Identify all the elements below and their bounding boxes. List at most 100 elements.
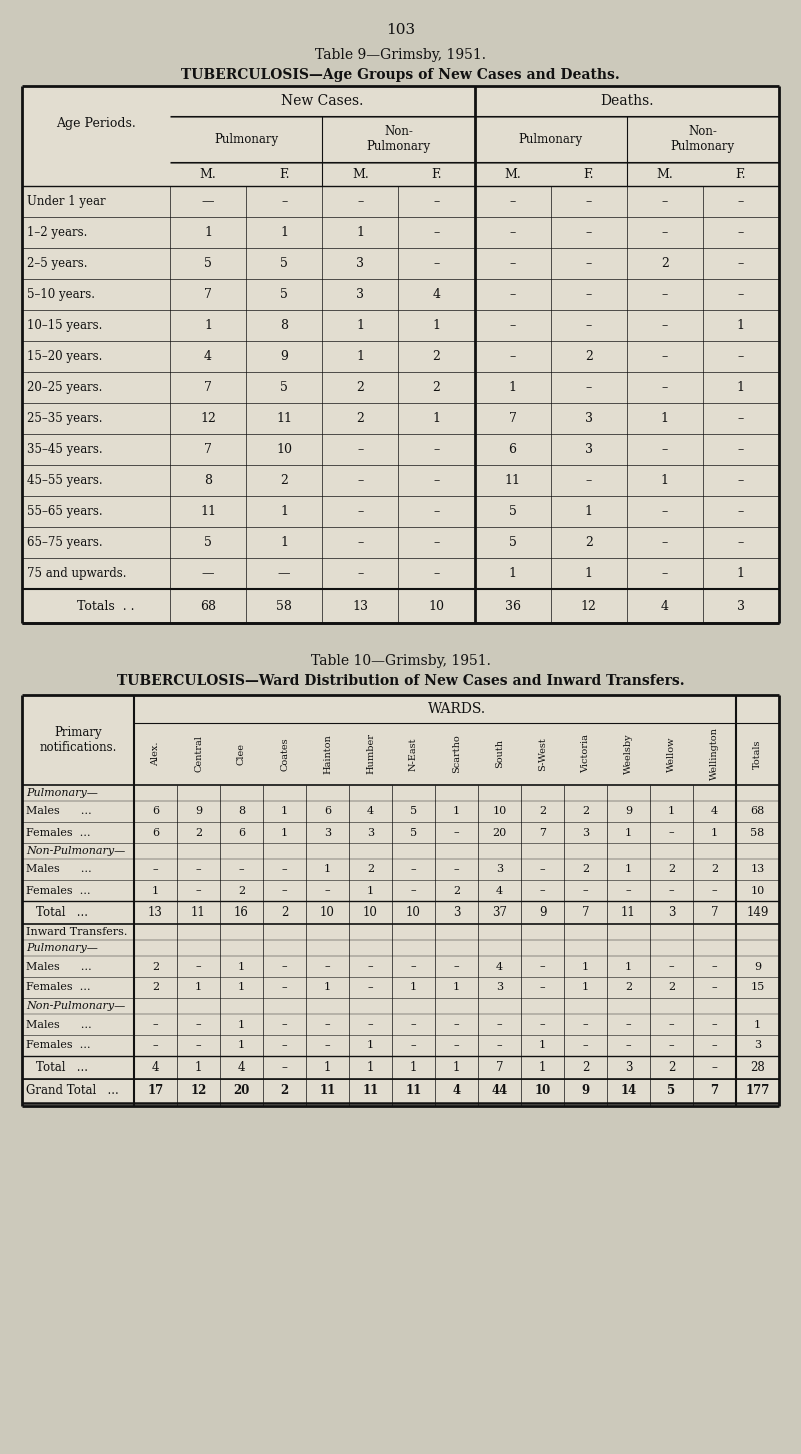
Text: 1: 1 (585, 567, 593, 580)
Text: 1: 1 (367, 1061, 374, 1075)
Text: 1: 1 (737, 567, 745, 580)
Text: –: – (540, 961, 545, 971)
Text: 3: 3 (496, 983, 503, 993)
Text: 44: 44 (491, 1085, 508, 1098)
Text: –: – (662, 350, 668, 364)
Text: 1: 1 (195, 983, 202, 993)
Text: 4: 4 (453, 1085, 461, 1098)
Text: –: – (669, 1041, 674, 1050)
Text: F.: F. (431, 167, 441, 180)
Text: 12: 12 (581, 599, 597, 612)
Text: Clee: Clee (237, 743, 246, 765)
Text: –: – (195, 885, 201, 896)
Text: –: – (540, 983, 545, 993)
Text: –: – (586, 257, 592, 270)
Text: Wellington: Wellington (710, 727, 719, 781)
Text: 11: 11 (621, 906, 636, 919)
Text: Inward Transfers.: Inward Transfers. (26, 928, 127, 936)
Text: 5: 5 (667, 1085, 675, 1098)
Text: –: – (195, 865, 201, 874)
Text: 2: 2 (668, 1061, 675, 1075)
Text: 2: 2 (433, 381, 441, 394)
Text: Non-Pulmonary—: Non-Pulmonary— (26, 1000, 125, 1011)
Text: 1: 1 (661, 411, 669, 425)
Text: 1: 1 (453, 807, 460, 817)
Text: 4: 4 (367, 807, 374, 817)
Text: 11: 11 (362, 1085, 379, 1098)
Text: 1: 1 (668, 807, 675, 817)
Text: 11: 11 (405, 1085, 421, 1098)
Text: —: — (278, 567, 291, 580)
Text: 1: 1 (661, 474, 669, 487)
Text: Males      …: Males … (26, 961, 92, 971)
Text: Deaths.: Deaths. (600, 95, 654, 108)
Text: –: – (324, 961, 330, 971)
Text: –: – (357, 505, 364, 518)
Text: 15–20 years.: 15–20 years. (27, 350, 103, 364)
Text: –: – (669, 1019, 674, 1029)
Text: Total   ...: Total ... (36, 906, 88, 919)
Text: 1: 1 (152, 885, 159, 896)
Text: Non-
Pulmonary: Non- Pulmonary (670, 125, 735, 153)
Text: F.: F. (583, 167, 594, 180)
Text: 3: 3 (324, 827, 331, 838)
Text: –: – (195, 961, 201, 971)
Text: 5: 5 (280, 381, 288, 394)
Text: 13: 13 (352, 599, 368, 612)
Text: Males      …: Males … (26, 865, 92, 874)
Text: 4: 4 (661, 599, 669, 612)
Text: –: – (357, 195, 364, 208)
Text: Weelsby: Weelsby (624, 734, 633, 775)
Text: 2: 2 (356, 381, 364, 394)
Text: 2: 2 (711, 865, 718, 874)
Text: Coates: Coates (280, 737, 289, 771)
Text: –: – (662, 505, 668, 518)
Text: –: – (586, 318, 592, 332)
Text: 103: 103 (386, 23, 415, 36)
Text: 58: 58 (751, 827, 765, 838)
Text: –: – (662, 381, 668, 394)
Text: 1: 1 (324, 1061, 331, 1075)
Text: –: – (586, 225, 592, 238)
Text: 45–55 years.: 45–55 years. (27, 474, 103, 487)
Text: –: – (586, 381, 592, 394)
Text: –: – (711, 961, 718, 971)
Text: –: – (282, 885, 288, 896)
Text: 2: 2 (152, 983, 159, 993)
Text: 2: 2 (356, 411, 364, 425)
Text: 8: 8 (280, 318, 288, 332)
Text: 2–5 years.: 2–5 years. (27, 257, 87, 270)
Text: 35–45 years.: 35–45 years. (27, 443, 103, 457)
Text: 3: 3 (582, 827, 589, 838)
Text: Pulmonary: Pulmonary (214, 132, 278, 145)
Text: Non-
Pulmonary: Non- Pulmonary (366, 125, 430, 153)
Text: 1: 1 (582, 961, 589, 971)
Text: Table 9—Grimsby, 1951.: Table 9—Grimsby, 1951. (315, 48, 486, 63)
Text: –: – (738, 288, 744, 301)
Text: Primary
notifications.: Primary notifications. (39, 726, 117, 755)
Text: 28: 28 (750, 1061, 765, 1075)
Text: Non-Pulmonary—: Non-Pulmonary— (26, 846, 125, 856)
Text: Totals: Totals (753, 739, 762, 769)
Text: –: – (662, 288, 668, 301)
Text: 2: 2 (539, 807, 546, 817)
Text: –: – (281, 195, 288, 208)
Text: 7: 7 (496, 1061, 503, 1075)
Text: –: – (368, 983, 373, 993)
Text: –: – (282, 983, 288, 993)
Text: TUBERCULOSIS—Age Groups of New Cases and Deaths.: TUBERCULOSIS—Age Groups of New Cases and… (181, 68, 620, 81)
Text: 5: 5 (204, 257, 212, 270)
Text: Males      …: Males … (26, 807, 92, 817)
Text: 13: 13 (148, 906, 163, 919)
Text: 1: 1 (238, 1019, 245, 1029)
Text: Females  …: Females … (26, 983, 91, 993)
Text: 6: 6 (152, 827, 159, 838)
Text: Scartho: Scartho (452, 734, 461, 774)
Text: –: – (738, 350, 744, 364)
Text: Central: Central (194, 736, 203, 772)
Text: 25–35 years.: 25–35 years. (27, 411, 103, 425)
Text: 6: 6 (509, 443, 517, 457)
Text: 2: 2 (668, 983, 675, 993)
Text: 65–75 years.: 65–75 years. (27, 537, 103, 550)
Text: 7: 7 (509, 411, 517, 425)
